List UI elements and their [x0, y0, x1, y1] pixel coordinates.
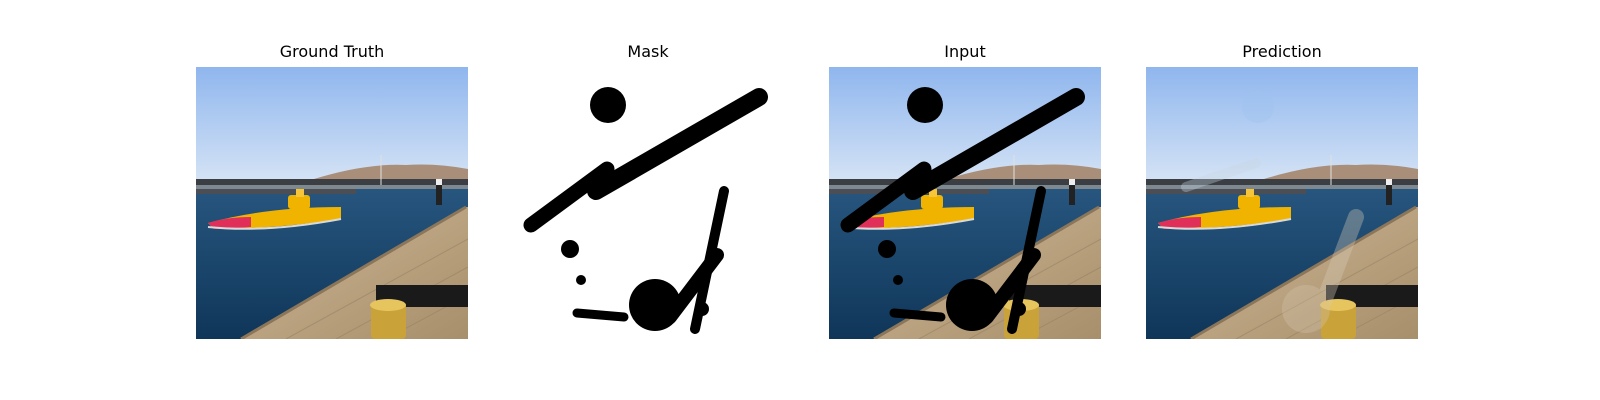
panel-title: Input: [944, 42, 986, 61]
panel-title: Ground Truth: [279, 42, 385, 61]
ground-truth-panel: Ground Truth: [192, 0, 472, 400]
input-image: [829, 67, 1101, 339]
panel-title: Mask: [627, 42, 669, 61]
prediction-image: [1146, 67, 1418, 339]
mask-panel: Mask: [508, 0, 788, 400]
panel-title: Prediction: [1242, 42, 1322, 61]
prediction-panel: Prediction: [1142, 0, 1422, 400]
mask-image: [512, 67, 784, 339]
ground-truth-image: [196, 67, 468, 339]
input-panel: Input: [825, 0, 1105, 400]
